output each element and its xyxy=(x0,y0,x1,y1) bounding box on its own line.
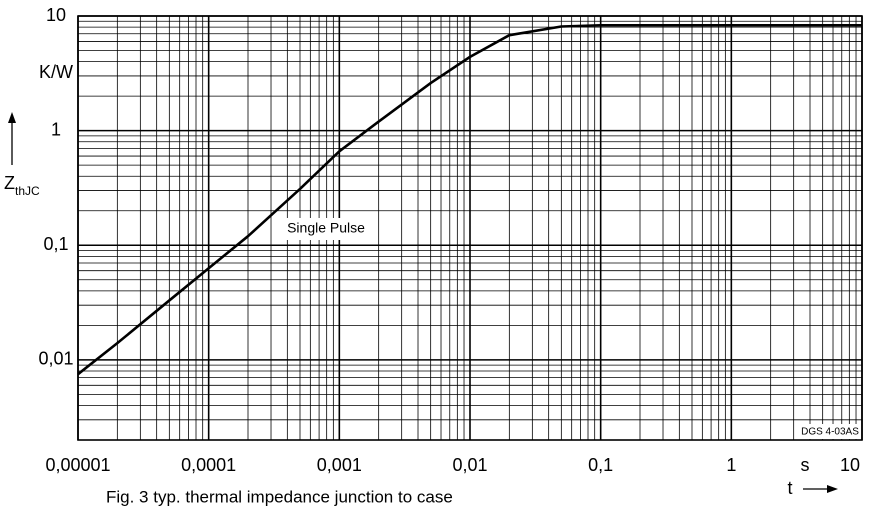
y-tick-label: 0,01 xyxy=(38,349,73,369)
x-tick-label: 0,001 xyxy=(317,455,362,475)
x-arrow-head xyxy=(827,485,838,493)
y-tick-label: 0,1 xyxy=(43,234,68,254)
x-tick-label: 0,0001 xyxy=(181,455,236,475)
x-unit: s xyxy=(801,455,810,475)
x-tick-label: 10 xyxy=(840,455,860,475)
caption: Fig. 3 typ. thermal impedance junction t… xyxy=(106,487,453,506)
annotation: Single Pulse xyxy=(287,220,365,236)
plot-frame xyxy=(77,15,863,441)
annotation-bg xyxy=(279,218,374,240)
x-tick-label: 1 xyxy=(726,455,736,475)
x-tick-label: 0,1 xyxy=(588,455,613,475)
y-label-sub: thJC xyxy=(15,184,40,198)
y-axis-label: ZthJC xyxy=(4,173,40,198)
x-tick-label: 0,00001 xyxy=(45,455,110,475)
y-tick-label: 10 xyxy=(46,5,66,25)
y-label-main: Z xyxy=(4,173,15,193)
data-line xyxy=(77,23,862,376)
y-tick-label: 1 xyxy=(51,119,61,139)
y-arrow-head xyxy=(8,112,16,123)
y-unit: K/W xyxy=(39,62,73,82)
x-axis-label: t xyxy=(787,478,792,498)
code-bg xyxy=(799,424,861,439)
chart-code: DGS 4-03AS xyxy=(801,427,859,438)
x-tick-label: 0,01 xyxy=(452,455,487,475)
